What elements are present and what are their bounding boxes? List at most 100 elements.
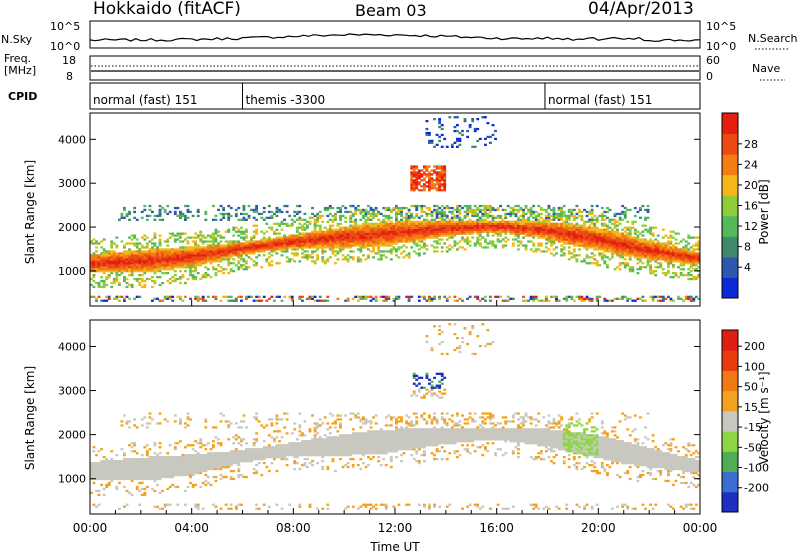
velocity-cell	[179, 418, 182, 421]
power-cell	[222, 256, 226, 259]
power-cell	[191, 214, 195, 218]
power-cell	[532, 204, 536, 208]
power-cell	[90, 262, 93, 265]
power-cell	[140, 277, 144, 281]
power-cell	[237, 252, 241, 255]
power-cell	[545, 238, 548, 241]
power-cell	[514, 224, 518, 227]
power-cell	[232, 244, 236, 247]
power-cell	[341, 244, 345, 247]
power-cell	[501, 230, 505, 233]
power-cell	[557, 228, 561, 231]
power-cell	[595, 220, 599, 223]
power-cell	[626, 236, 630, 239]
power-cell	[661, 246, 665, 249]
power-cell	[377, 218, 381, 221]
power-cell	[532, 297, 536, 300]
power-cell	[123, 256, 126, 259]
power-cell	[278, 246, 281, 249]
power-cell	[468, 204, 472, 208]
power-cell	[163, 248, 167, 251]
power-cell	[118, 299, 121, 302]
power-cell	[227, 230, 231, 233]
power-cell	[440, 175, 444, 178]
power-cell	[412, 228, 416, 231]
velocity-cell	[156, 467, 159, 471]
power-cell	[461, 246, 464, 249]
power-cell	[679, 297, 683, 300]
power-cell	[364, 295, 368, 298]
velocity-cell	[90, 467, 93, 471]
power-cell	[395, 238, 398, 241]
power-cell	[456, 139, 459, 143]
power-cell	[191, 270, 195, 273]
power-cell	[471, 118, 475, 121]
power-cell	[301, 244, 304, 247]
power-cell	[354, 206, 358, 210]
power-cell	[212, 295, 215, 298]
power-cell	[102, 279, 106, 283]
power-cell	[550, 295, 553, 298]
power-cell	[484, 116, 487, 119]
power-cell	[585, 232, 589, 235]
power-cell	[484, 228, 487, 231]
power-cell	[428, 173, 431, 176]
power-cell	[377, 210, 381, 214]
power-cell	[173, 270, 177, 273]
power-cell	[613, 268, 617, 271]
power-cell	[92, 264, 96, 267]
power-cell	[415, 224, 419, 227]
power-cell	[633, 228, 637, 231]
power-cell	[438, 183, 442, 186]
power-cell	[402, 238, 406, 241]
power-cell	[179, 246, 182, 249]
power-cell	[458, 131, 462, 135]
power-cell	[633, 252, 637, 255]
power-cell	[618, 242, 622, 245]
power-cell	[641, 230, 645, 233]
power-cell	[143, 260, 147, 263]
power-cell	[519, 240, 523, 243]
power-cell	[489, 141, 492, 144]
power-cell	[372, 242, 375, 245]
power-cell	[362, 297, 365, 300]
power-cell	[362, 228, 365, 231]
power-cell	[425, 299, 429, 302]
power-cell	[158, 238, 162, 241]
power-cell	[583, 244, 586, 247]
velocity-cell	[133, 458, 137, 461]
power-cell	[229, 252, 233, 255]
power-cell	[590, 299, 594, 302]
power-cell	[245, 228, 248, 231]
power-cell	[440, 185, 444, 188]
power-cell	[168, 268, 172, 271]
power-cell	[552, 216, 556, 219]
power-cell	[560, 226, 564, 229]
power-cell	[356, 204, 360, 208]
power-cell	[303, 222, 307, 225]
power-cell	[102, 248, 106, 251]
power-cell	[303, 244, 307, 247]
power-cell	[143, 204, 147, 208]
velocity-cell	[123, 462, 126, 465]
power-cell	[107, 295, 111, 298]
power-cell	[214, 244, 218, 247]
power-cell	[389, 222, 393, 225]
power-cell	[496, 228, 500, 231]
power-cell	[644, 248, 647, 251]
power-cell	[191, 254, 195, 257]
power-cell	[613, 218, 617, 221]
power-cell	[227, 248, 231, 251]
power-cell	[377, 242, 381, 245]
velocity-cell	[102, 460, 106, 463]
power-cell	[270, 260, 274, 263]
power-cell	[212, 260, 215, 263]
power-cell	[496, 238, 500, 241]
power-cell	[626, 246, 630, 249]
power-cell	[92, 242, 96, 245]
power-cell	[453, 222, 457, 225]
velocity-heatmap-cells	[90, 323, 701, 510]
power-cell	[206, 234, 210, 237]
power-cell	[506, 238, 510, 241]
power-cell	[552, 214, 556, 218]
